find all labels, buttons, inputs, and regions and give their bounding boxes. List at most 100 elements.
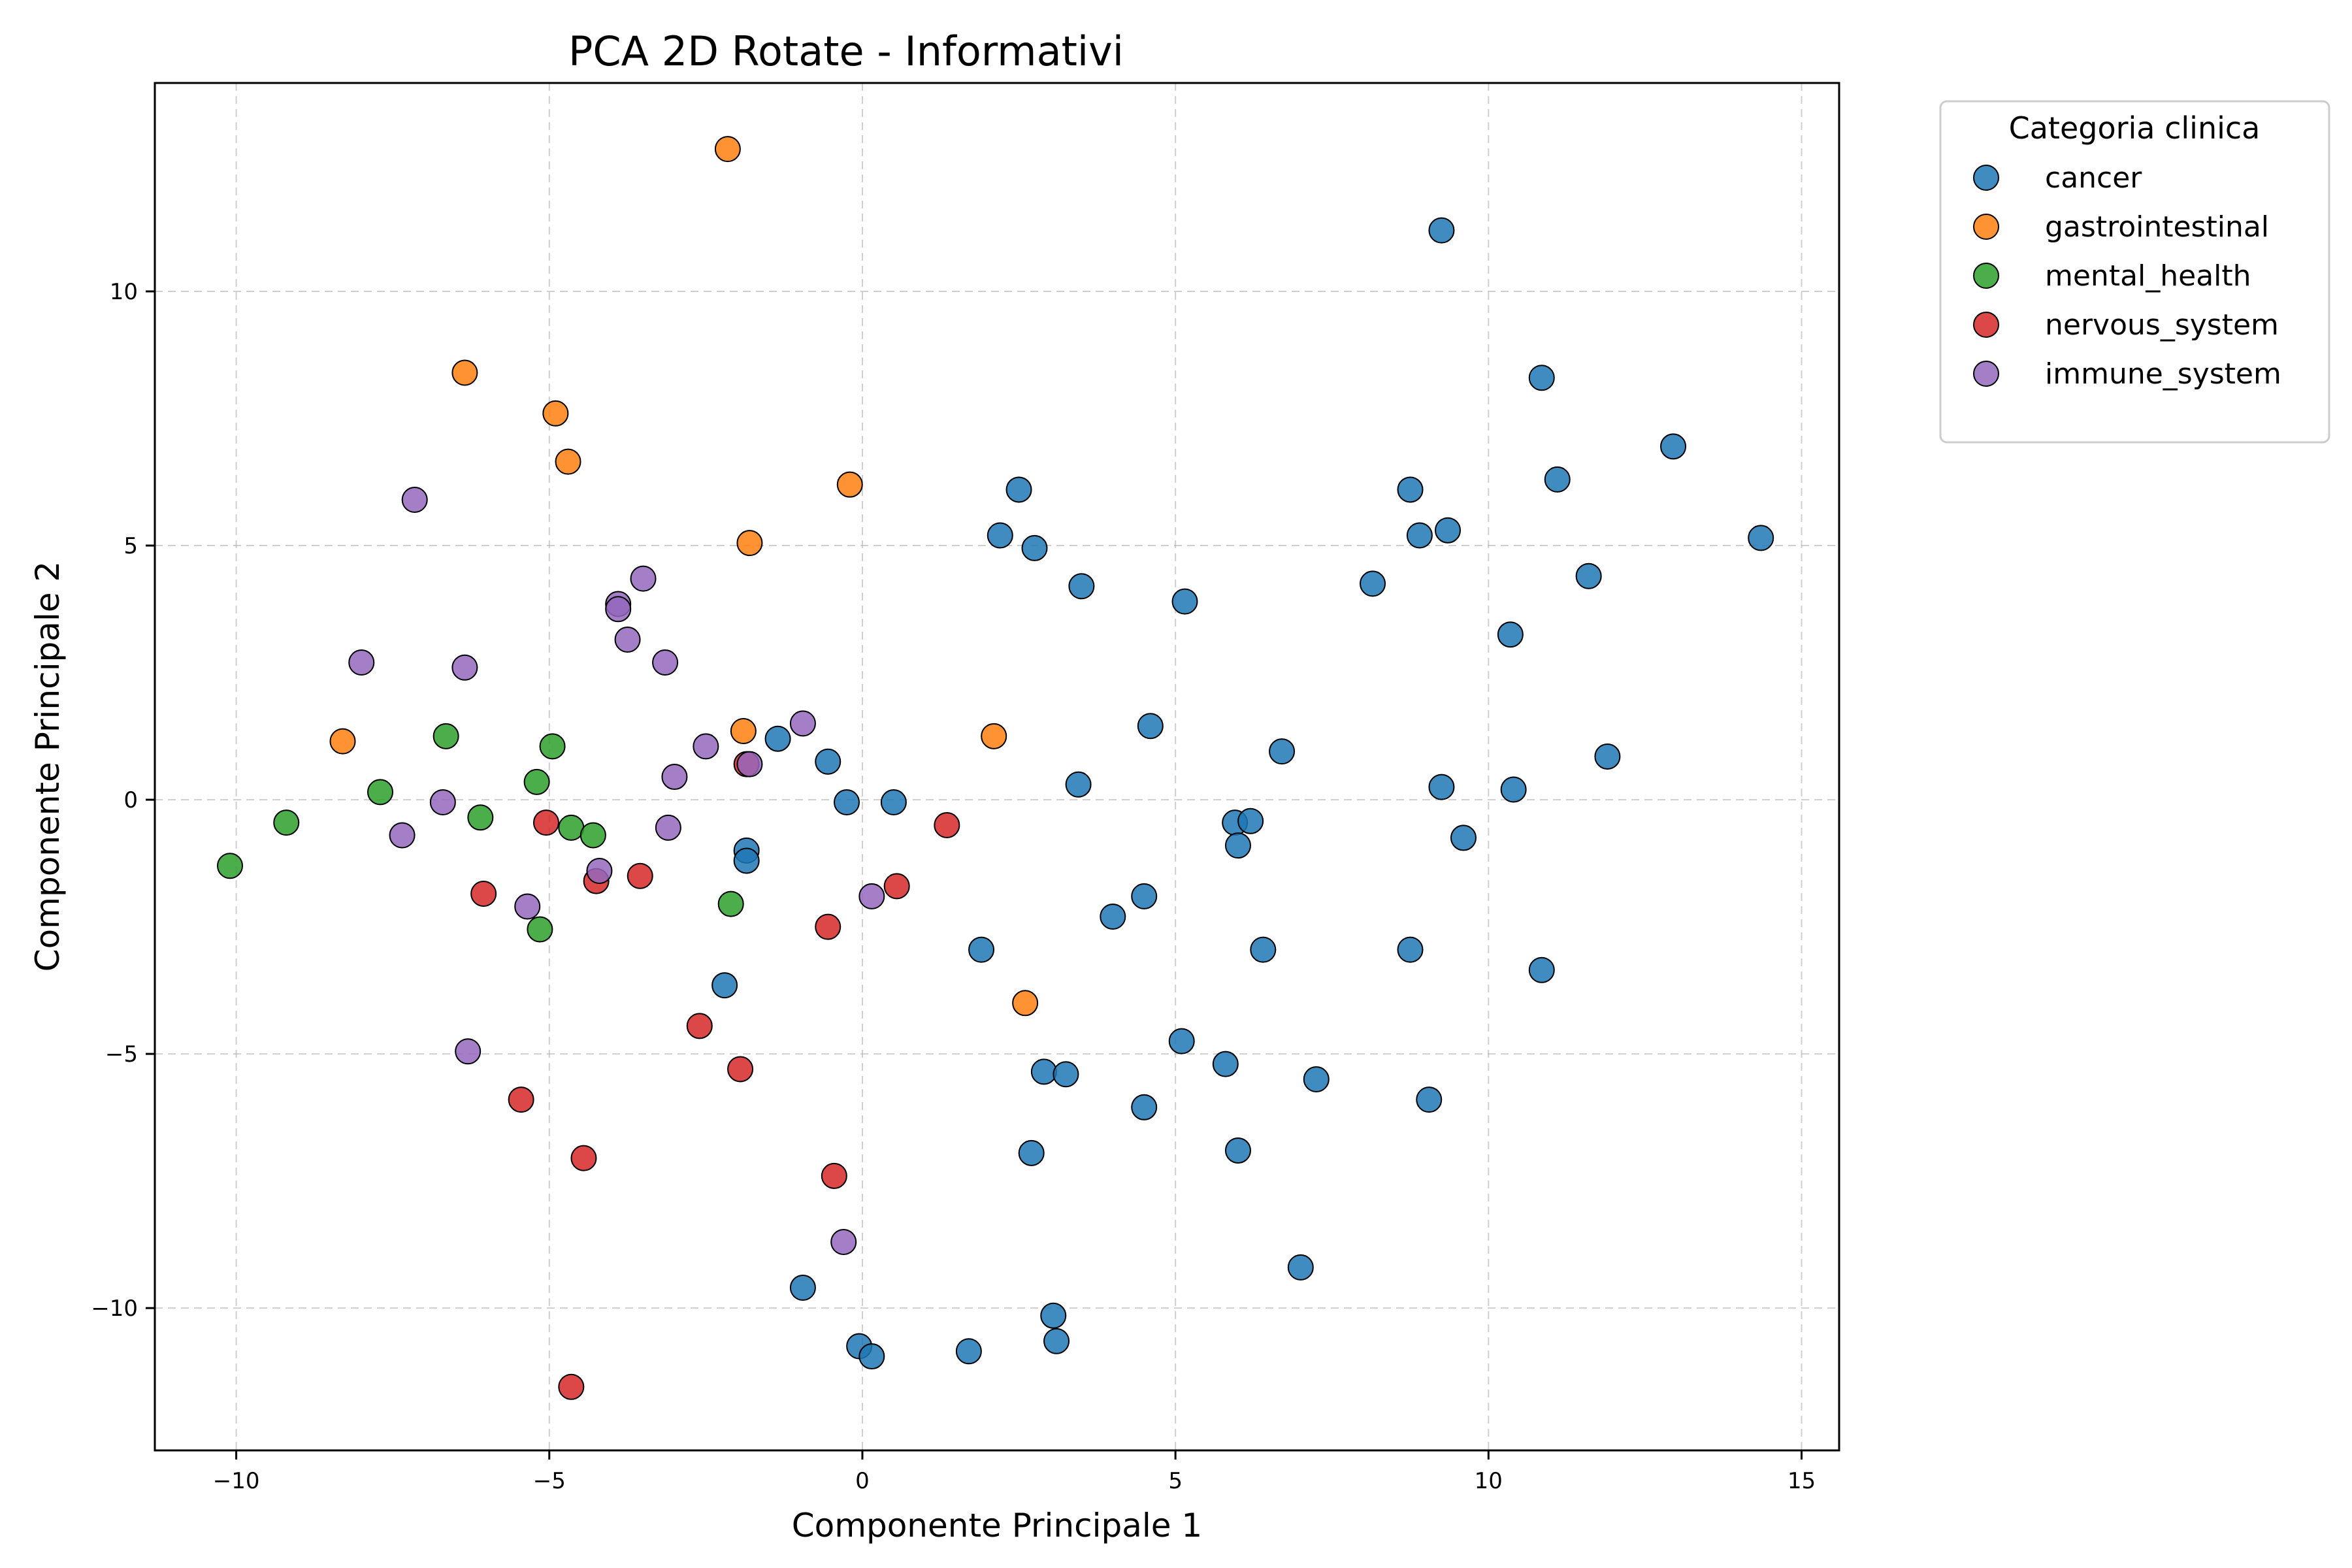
y-tick-label: 5 <box>123 533 138 559</box>
data-point-cancer <box>1168 1028 1195 1054</box>
data-point-cancer <box>1100 904 1126 930</box>
data-point-cancer <box>1224 832 1251 859</box>
data-point-cancer <box>1360 570 1386 597</box>
data-point-mental-health <box>273 809 300 836</box>
data-point-cancer <box>1269 738 1296 765</box>
data-point-nervous-system <box>627 862 653 889</box>
data-point-nervous-system <box>883 873 910 900</box>
data-point-cancer <box>987 522 1013 549</box>
x-tick-label: −10 <box>213 1468 260 1494</box>
data-point-cancer <box>1303 1066 1330 1093</box>
data-point-nervous-system <box>821 1162 847 1189</box>
data-point-immune-system <box>736 751 763 777</box>
data-point-immune-system <box>455 1038 482 1065</box>
data-point-mental-health <box>580 822 606 849</box>
data-point-cancer <box>1018 1139 1045 1166</box>
data-point-immune-system <box>389 822 416 849</box>
data-point-cancer <box>1528 365 1555 391</box>
data-point-immune-system <box>630 565 657 592</box>
data-point-cancer <box>1497 621 1524 648</box>
data-point-cancer <box>1065 771 1092 798</box>
data-point-immune-system <box>605 596 632 623</box>
legend-frame <box>1939 100 2330 444</box>
legend-marker-cancer <box>1973 165 1999 191</box>
data-point-cancer <box>1416 1086 1443 1113</box>
data-point-cancer <box>1528 956 1555 983</box>
legend-label-nervous-system: nervous_system <box>2045 308 2279 342</box>
data-point-immune-system <box>429 789 456 815</box>
legend-label-cancer: cancer <box>2045 161 2142 195</box>
data-point-cancer <box>1005 476 1032 503</box>
data-point-gastrointestinal <box>1012 990 1039 1017</box>
data-point-mental-health <box>558 814 585 841</box>
data-point-cancer <box>1575 563 1602 589</box>
legend-title: Categoria clinica <box>2009 110 2261 146</box>
data-point-gastrointestinal <box>555 448 581 475</box>
data-point-immune-system <box>693 733 719 760</box>
data-point-cancer <box>1450 825 1477 851</box>
y-tick-label: −5 <box>105 1041 138 1068</box>
data-point-nervous-system <box>727 1056 754 1083</box>
legend-marker-gastrointestinal <box>1973 214 1999 240</box>
data-point-nervous-system <box>470 881 497 907</box>
data-point-nervous-system <box>532 809 559 836</box>
data-point-cancer <box>1500 776 1527 803</box>
data-point-mental-health <box>527 916 553 943</box>
data-point-cancer <box>1043 1328 1070 1354</box>
legend-label-immune-system: immune_system <box>2045 357 2281 391</box>
x-tick-label: 5 <box>1168 1468 1183 1494</box>
data-point-cancer <box>858 1343 885 1370</box>
data-point-immune-system <box>830 1228 857 1255</box>
data-point-immune-system <box>661 764 688 791</box>
data-point-cancer <box>733 847 760 874</box>
data-point-immune-system <box>348 649 375 676</box>
data-point-mental-health <box>367 779 394 806</box>
data-point-immune-system <box>614 626 641 653</box>
data-point-nervous-system <box>570 1145 597 1171</box>
y-axis-label: Componente Principale 2 <box>29 561 67 972</box>
data-point-cancer <box>1237 808 1264 834</box>
data-point-immune-system <box>514 893 541 920</box>
data-point-gastrointestinal <box>981 723 1007 749</box>
data-point-gastrointestinal <box>836 471 863 498</box>
data-point-mental-health <box>433 723 459 749</box>
legend: Categoria clinica cancer gastrointestinal… <box>1939 100 2330 444</box>
data-point-mental-health <box>467 804 494 831</box>
data-point-cancer <box>1212 1051 1239 1077</box>
x-tick-label: 10 <box>1475 1468 1503 1494</box>
y-tick-label: −10 <box>91 1296 138 1322</box>
data-point-cancer <box>1748 525 1774 551</box>
data-point-mental-health <box>717 890 744 917</box>
x-axis-label: Componente Principale 1 <box>792 1507 1202 1544</box>
data-point-cancer <box>1131 1094 1158 1120</box>
grid <box>155 83 1839 1450</box>
data-point-cancer <box>1137 713 1164 740</box>
y-tick-label: 0 <box>123 787 138 813</box>
data-point-nervous-system <box>508 1086 534 1113</box>
data-point-cancer <box>1428 217 1455 244</box>
data-point-cancer <box>833 789 860 815</box>
data-point-cancer <box>1053 1061 1079 1088</box>
data-point-cancer <box>955 1338 982 1365</box>
data-point-immune-system <box>858 883 885 909</box>
legend-marker-nervous-system <box>1973 312 1999 338</box>
data-point-cancer <box>1594 743 1621 770</box>
data-point-cancer <box>764 725 791 752</box>
data-point-cancer <box>1021 534 1048 561</box>
data-point-cancer <box>1131 883 1158 909</box>
data-point-nervous-system <box>815 913 841 940</box>
data-point-cancer <box>1544 466 1571 493</box>
data-point-cancer <box>1068 573 1095 600</box>
x-tick-label: 15 <box>1788 1468 1816 1494</box>
legend-marker-immune-system <box>1973 361 1999 387</box>
data-point-gastrointestinal <box>542 400 569 427</box>
data-point-cancer <box>1040 1302 1067 1329</box>
data-point-cancer <box>1224 1137 1251 1164</box>
data-point-cancer <box>1406 522 1433 549</box>
data-point-cancer <box>1171 588 1198 615</box>
data-point-immune-system <box>401 487 428 514</box>
y-tick-label: 10 <box>110 279 138 305</box>
data-point-cancer <box>880 789 907 815</box>
